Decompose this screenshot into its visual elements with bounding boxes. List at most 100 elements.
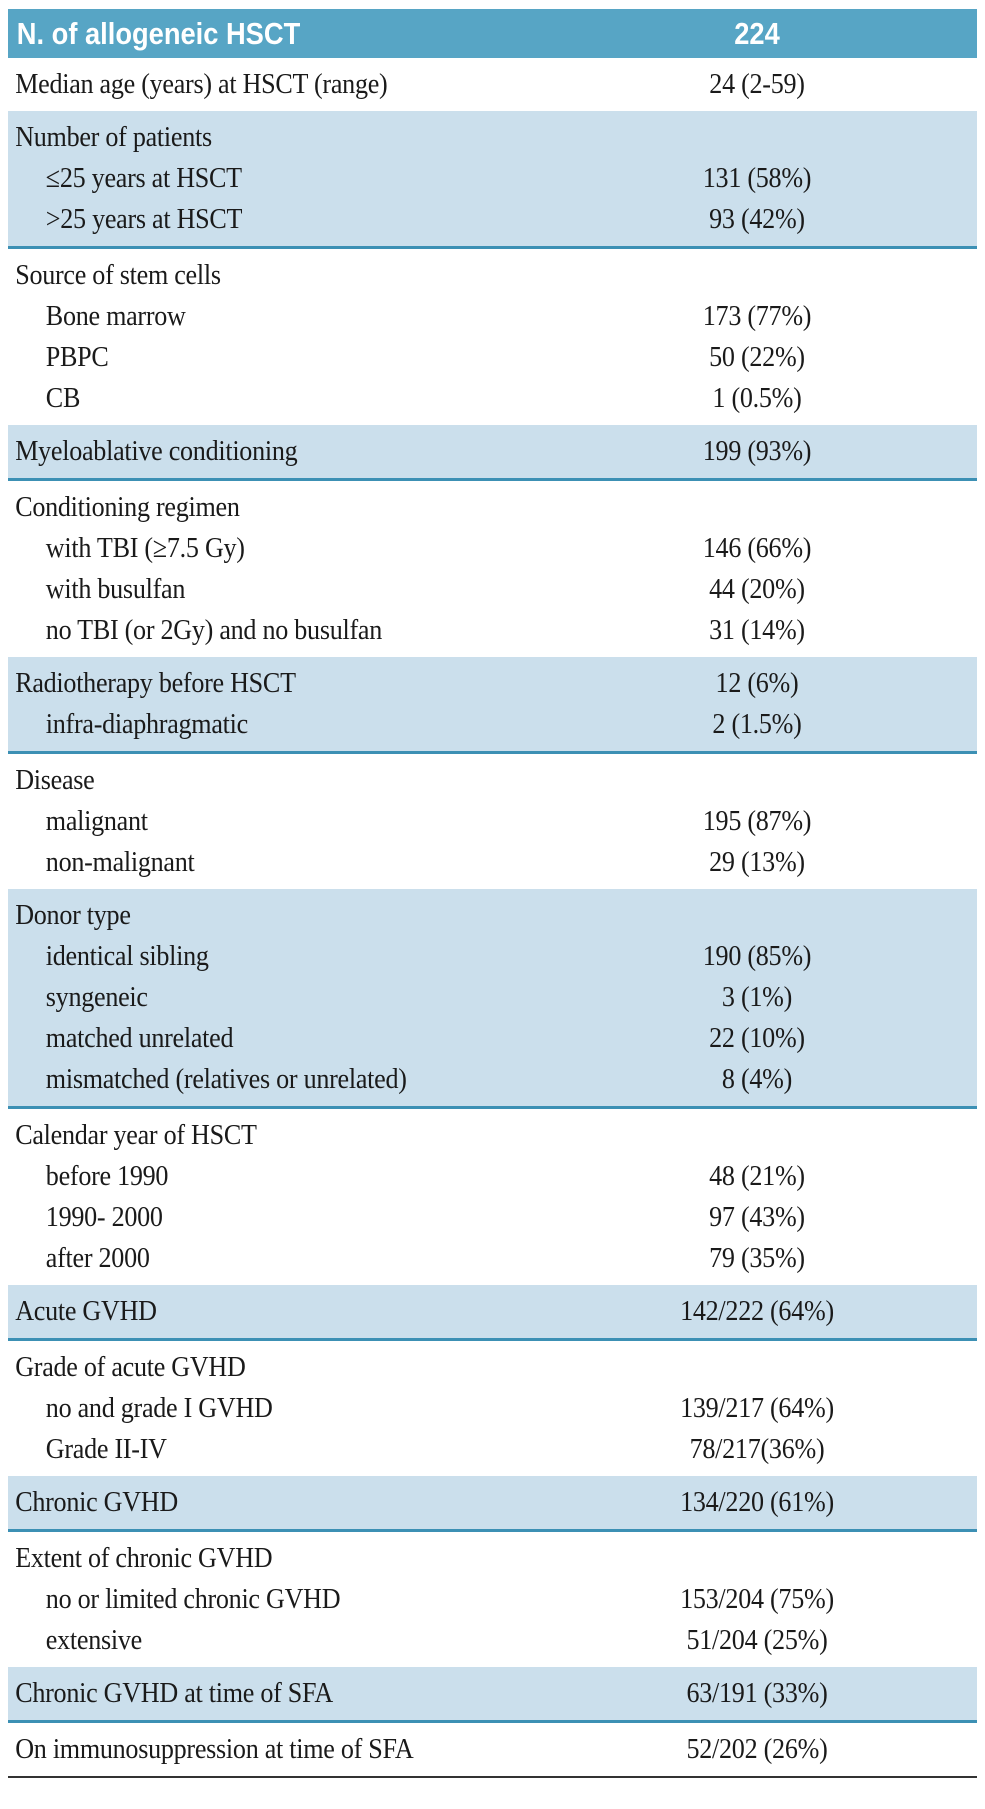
table-row: Bone marrow 173 (77%) [8, 296, 977, 337]
table-row: malignant 195 (87%) [8, 801, 977, 842]
table-row: Calendar year of HSCT [8, 1115, 977, 1156]
row-value: 199 (93%) [702, 435, 812, 467]
row-value: 12 (6%) [715, 667, 799, 699]
row-value: 146 (66%) [702, 532, 812, 564]
table-section: Grade of acute GVHD no and grade I GVHD 13… [8, 1341, 977, 1476]
row-value: 63/191 (33%) [686, 1677, 828, 1709]
row-label: Conditioning regimen [15, 491, 240, 523]
table-row: 1990- 2000 97 (43%) [8, 1197, 977, 1238]
row-label: >25 years at HSCT [45, 203, 243, 235]
row-value [559, 487, 955, 528]
row-value: 142/222 (64%) [680, 1295, 834, 1327]
table-row: Myeloablative conditioning 199 (93%) [8, 431, 977, 472]
table-section: On immunosuppression at time of SFA 52/20… [8, 1723, 977, 1776]
table-section: Acute GVHD 142/222 (64%) [8, 1285, 977, 1341]
row-label: PBPC [45, 341, 109, 373]
row-label: Radiotherapy before HSCT [15, 667, 296, 699]
table-row: PBPC 50 (22%) [8, 337, 977, 378]
row-value [559, 895, 955, 936]
row-value [559, 760, 955, 801]
row-label: Grade of acute GVHD [15, 1351, 246, 1383]
table-row: infra-diaphragmatic 2 (1.5%) [8, 704, 977, 745]
table-row: with busulfan 44 (20%) [8, 569, 977, 610]
row-value: 134/220 (61%) [680, 1486, 834, 1518]
table-row: Source of stem cells [8, 255, 977, 296]
row-value [559, 1115, 955, 1156]
row-value: 190 (85%) [702, 940, 812, 972]
row-label: before 1990 [45, 1160, 169, 1192]
row-value: 24 (2-59) [709, 68, 805, 100]
row-label: Calendar year of HSCT [15, 1119, 257, 1151]
row-value [559, 117, 955, 158]
table-row: Extent of chronic GVHD [8, 1538, 977, 1579]
table-row: Conditioning regimen [8, 487, 977, 528]
table-row: Donor type [8, 895, 977, 936]
table-row: extensive 51/204 (25%) [8, 1620, 977, 1661]
row-label: after 2000 [45, 1242, 150, 1274]
row-label: ≤25 years at HSCT [45, 162, 242, 194]
table-row: Disease [8, 760, 977, 801]
table-row: ≤25 years at HSCT 131 (58%) [8, 158, 977, 199]
table-row: no and grade I GVHD 139/217 (64%) [8, 1388, 977, 1429]
table-header-row: N. of allogeneic HSCT 224 [8, 9, 977, 58]
table-row: Radiotherapy before HSCT 12 (6%) [8, 663, 977, 704]
row-label: non-malignant [45, 846, 195, 878]
row-value: 29 (13%) [709, 846, 805, 878]
table-row: Acute GVHD 142/222 (64%) [8, 1291, 977, 1332]
table-row: non-malignant 29 (13%) [8, 842, 977, 883]
row-value: 1 (0.5%) [712, 382, 802, 414]
row-label: no or limited chronic GVHD [45, 1583, 341, 1615]
row-label: Acute GVHD [15, 1295, 157, 1327]
row-label: Source of stem cells [15, 259, 221, 291]
patient-characteristics-table: N. of allogeneic HSCT 224 Median age (ye… [8, 9, 977, 1778]
row-label: identical sibling [45, 940, 209, 972]
table-section: Median age (years) at HSCT (range) 24 (2-… [8, 58, 977, 111]
row-value: 8 (4%) [721, 1063, 793, 1095]
table-row: Number of patients [8, 117, 977, 158]
row-value: 131 (58%) [702, 162, 812, 194]
row-label: CB [45, 382, 81, 414]
table-row: On immunosuppression at time of SFA 52/20… [8, 1729, 977, 1770]
row-value: 78/217(36%) [689, 1433, 825, 1465]
table-body: Median age (years) at HSCT (range) 24 (2-… [8, 58, 977, 1776]
row-value [559, 255, 955, 296]
row-label: Extent of chronic GVHD [15, 1542, 273, 1574]
row-value: 97 (43%) [709, 1201, 805, 1233]
row-value: 173 (77%) [702, 300, 812, 332]
row-label: mismatched (relatives or unrelated) [45, 1063, 407, 1095]
row-value: 93 (42%) [709, 203, 805, 235]
table-row: after 2000 79 (35%) [8, 1238, 977, 1279]
table-row: CB 1 (0.5%) [8, 378, 977, 419]
row-value: 48 (21%) [709, 1160, 805, 1192]
row-value: 195 (87%) [702, 805, 812, 837]
row-label: Number of patients [15, 121, 212, 153]
row-value: 3 (1%) [721, 981, 793, 1013]
row-label: On immunosuppression at time of SFA [15, 1733, 414, 1765]
table-section: Disease malignant 195 (87%) non-malignant 29… [8, 754, 977, 889]
row-label: Chronic GVHD at time of SFA [15, 1677, 333, 1709]
table-section: Chronic GVHD 134/220 (61%) [8, 1476, 977, 1532]
row-value: 2 (1.5%) [712, 708, 802, 740]
table-section: Donor type identical sibling 190 (85%) syng… [8, 889, 977, 1109]
row-value [559, 1538, 955, 1579]
row-label: syngeneic [45, 981, 148, 1013]
table-section: Conditioning regimen with TBI (≥7.5 Gy) 14… [8, 481, 977, 657]
table-row: matched unrelated 22 (10%) [8, 1018, 977, 1059]
row-label: Median age (years) at HSCT (range) [15, 68, 388, 100]
table-section: Source of stem cells Bone marrow 173 (77%)… [8, 249, 977, 425]
table-row: Grade of acute GVHD [8, 1347, 977, 1388]
table-bottom-rule [8, 1776, 977, 1778]
row-value: 153/204 (75%) [680, 1583, 834, 1615]
row-label: with TBI (≥7.5 Gy) [45, 532, 245, 564]
row-value: 139/217 (64%) [680, 1392, 834, 1424]
table-row: >25 years at HSCT 93 (42%) [8, 199, 977, 240]
table-section: Extent of chronic GVHD no or limited chro… [8, 1532, 977, 1667]
row-label: Donor type [15, 899, 131, 931]
table-row: no or limited chronic GVHD 153/204 (75%) [8, 1579, 977, 1620]
row-label: extensive [45, 1624, 142, 1656]
row-label: malignant [45, 805, 148, 837]
row-label: 1990- 2000 [45, 1201, 163, 1233]
table-section: Number of patients ≤25 years at HSCT 131 (… [8, 111, 977, 249]
row-label: Chronic GVHD [15, 1486, 178, 1518]
table-row: Chronic GVHD at time of SFA 63/191 (33%) [8, 1673, 977, 1714]
